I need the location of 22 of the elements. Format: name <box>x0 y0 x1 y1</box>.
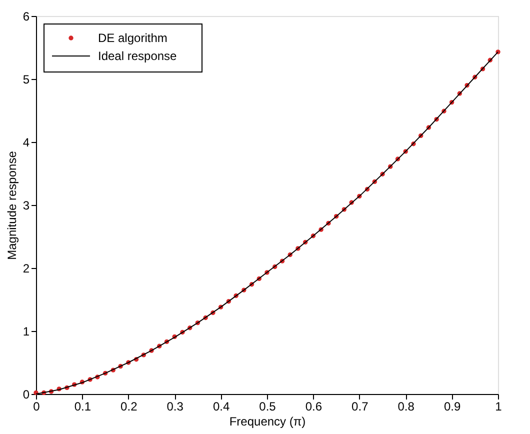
x-tick-label: 0.8 <box>398 400 415 414</box>
x-tick-label: 0.6 <box>305 400 322 414</box>
x-tick-label: 0.2 <box>120 400 138 414</box>
x-tick-label: 0.5 <box>259 400 276 414</box>
x-tick-label: 0.4 <box>212 400 230 414</box>
y-tick-label: 0 <box>22 388 30 402</box>
y-tick-label: 5 <box>22 72 30 86</box>
x-tick-label: 0.7 <box>352 400 369 414</box>
x-tick-label: 0.3 <box>166 400 184 414</box>
y-tick-label: 6 <box>22 10 30 24</box>
x-tick-label: 1 <box>495 400 502 414</box>
x-tick-label: 0.1 <box>74 400 92 414</box>
y-tick-label: 4 <box>22 136 30 150</box>
legend-label: DE algorithm <box>98 31 168 45</box>
legend-label: Ideal response <box>98 49 178 63</box>
y-tick-label: 2 <box>22 262 30 276</box>
y-tick-label: 3 <box>22 198 30 212</box>
x-tick-label: 0 <box>33 400 40 414</box>
y-tick-label: 1 <box>22 324 30 338</box>
y-axis-title: Magnitude response <box>4 150 19 260</box>
x-tick-label: 0.9 <box>444 400 461 414</box>
x-axis-title: Frequency (π) <box>229 414 306 428</box>
